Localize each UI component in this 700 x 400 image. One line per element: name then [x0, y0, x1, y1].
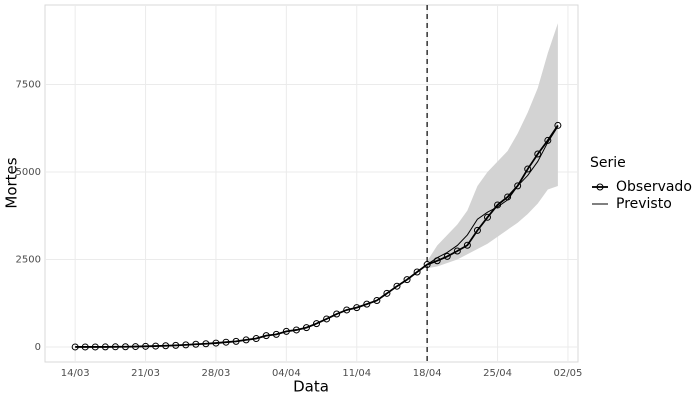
data-point	[91, 343, 99, 351]
data-point	[403, 276, 411, 284]
legend-key-marker	[596, 183, 604, 191]
data-point	[212, 339, 220, 347]
x-tick-label: 14/03	[61, 368, 90, 379]
data-point	[443, 252, 451, 260]
y-axis-label: Mortes	[3, 157, 21, 208]
data-point	[132, 343, 140, 351]
data-point	[302, 324, 310, 332]
data-point	[554, 121, 562, 129]
data-point	[463, 241, 471, 249]
data-point	[282, 327, 290, 335]
data-point	[363, 300, 371, 308]
data-point	[423, 261, 431, 269]
data-point	[162, 342, 170, 350]
data-point	[222, 338, 230, 346]
data-point	[343, 306, 351, 314]
x-tick-label: 21/03	[131, 368, 160, 379]
data-point	[172, 341, 180, 349]
data-point	[313, 320, 321, 328]
legend-title: Serie	[590, 155, 626, 171]
data-point	[262, 332, 270, 340]
data-point	[514, 182, 522, 190]
confidence-band	[427, 23, 558, 269]
legend-label: Previsto	[616, 196, 672, 212]
data-point	[323, 315, 331, 323]
data-point	[142, 342, 150, 350]
x-tick-label: 18/04	[413, 368, 442, 379]
data-point	[373, 296, 381, 304]
data-point	[383, 289, 391, 297]
data-point	[232, 337, 240, 345]
legend-label: Observado	[616, 179, 692, 195]
data-point	[182, 341, 190, 349]
data-point	[111, 343, 119, 351]
data-point	[272, 330, 280, 338]
x-tick-label: 28/03	[202, 368, 231, 379]
x-axis-label: Data	[293, 378, 329, 396]
y-tick-label: 7500	[16, 79, 41, 90]
data-point	[242, 336, 250, 344]
series-line	[75, 124, 559, 348]
data-point	[524, 165, 532, 173]
data-point	[81, 343, 89, 351]
x-tick-label: 11/04	[342, 368, 371, 379]
data-point	[353, 304, 361, 312]
data-point	[71, 343, 79, 351]
y-tick-label: 0	[35, 342, 41, 353]
data-point	[192, 340, 200, 348]
data-point	[534, 150, 542, 158]
data-point	[473, 226, 481, 234]
data-point	[413, 268, 421, 276]
data-point	[453, 247, 461, 255]
data-point	[393, 282, 401, 290]
data-point	[152, 342, 160, 350]
x-tick-label: 04/04	[272, 368, 301, 379]
data-point	[483, 213, 491, 221]
data-point	[292, 326, 300, 334]
data-point	[101, 343, 109, 351]
y-tick-label: 5000	[16, 167, 41, 178]
data-point	[121, 343, 129, 351]
data-point	[544, 136, 552, 144]
x-tick-label: 25/04	[483, 368, 512, 379]
data-point	[333, 310, 341, 318]
data-point	[252, 335, 260, 343]
series-line	[426, 126, 559, 265]
x-tick-label: 02/05	[554, 368, 583, 379]
y-tick-label: 2500	[16, 254, 41, 265]
data-point	[202, 340, 210, 348]
